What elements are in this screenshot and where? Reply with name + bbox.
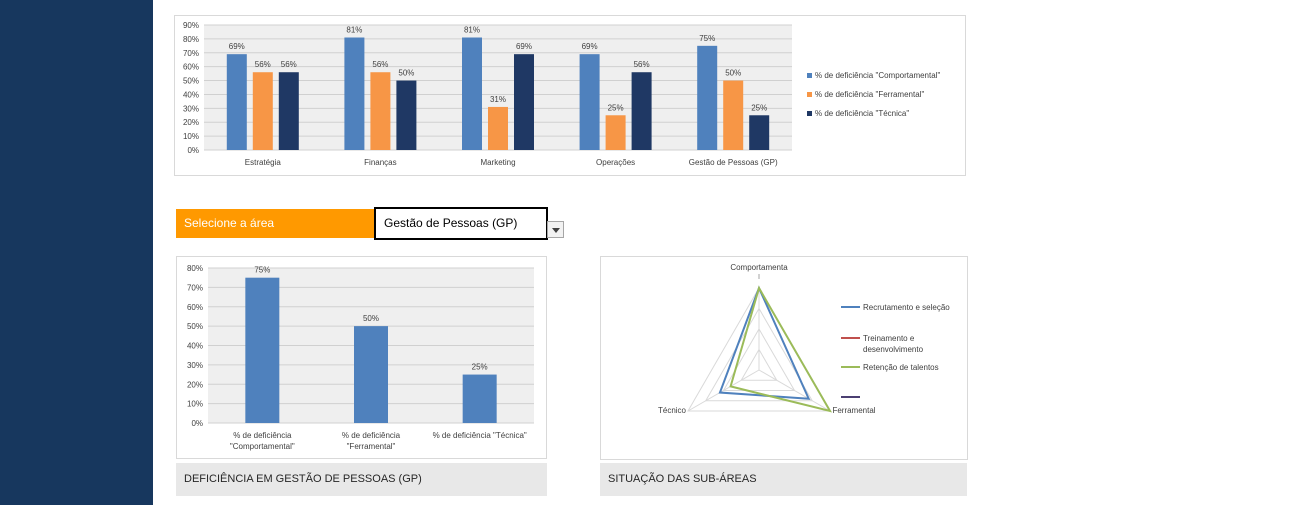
- y-tick-label: 60%: [187, 303, 203, 312]
- bar: [370, 72, 391, 150]
- y-tick-label: 0%: [187, 146, 199, 155]
- bar: [514, 54, 534, 150]
- value-label: 81%: [464, 26, 480, 35]
- legend-label: % de deficiência "Ferramental": [815, 90, 924, 99]
- chevron-down-icon: [552, 228, 560, 233]
- subarea-radar-svg: Comportamenta Ferramental Técnico Recrutame…: [658, 263, 950, 415]
- bar: [697, 45, 718, 150]
- x-tick-label: "Ferramental": [347, 442, 396, 451]
- y-tick-label: 70%: [187, 283, 203, 292]
- y-tick-label: 20%: [187, 380, 203, 389]
- value-label: 31%: [490, 95, 506, 104]
- value-label: 56%: [634, 60, 650, 69]
- value-label: 69%: [516, 42, 532, 51]
- y-tick-label: 10%: [183, 132, 199, 141]
- y-tick-label: 50%: [183, 77, 199, 86]
- bar: [488, 106, 508, 150]
- y-tick-label: 30%: [183, 104, 199, 113]
- y-tick-label: 30%: [187, 361, 203, 370]
- y-tick-label: 80%: [183, 35, 199, 44]
- legend-label: % de deficiência "Técnica": [815, 109, 909, 118]
- area-comparison-chart: 0% 10% 20% 30% 40% 50% 60% 70% 80% 90% 69% 56% 56% Es…: [174, 15, 966, 176]
- bar: [605, 115, 626, 150]
- bar: [749, 115, 770, 150]
- y-tick-label: 0%: [191, 419, 203, 428]
- value-label: 50%: [398, 69, 414, 78]
- area-dropdown-button[interactable]: [547, 221, 564, 238]
- subarea-caption: SITUAÇÃO DAS SUB-ÁREAS: [600, 463, 967, 496]
- value-label: 56%: [255, 60, 271, 69]
- y-tick-label: 40%: [187, 342, 203, 351]
- radar-series-line: [718, 285, 811, 400]
- area-select-input[interactable]: Gestão de Pessoas (GP): [374, 207, 548, 240]
- bar: [462, 37, 482, 150]
- radar-grid-ring: [704, 307, 814, 402]
- value-label: 75%: [699, 34, 715, 43]
- area-deficiency-svg: 0% 10% 20% 30% 40% 50% 60% 70% 80% 75% % de defici…: [187, 264, 534, 451]
- radar-spoke: [687, 369, 760, 412]
- value-label: 56%: [281, 60, 297, 69]
- radar-spoke: [758, 369, 831, 412]
- y-tick-label: 90%: [183, 21, 199, 30]
- legend-swatch: [807, 73, 812, 78]
- bar: [354, 326, 388, 423]
- x-tick-label: "Comportamental": [230, 442, 295, 451]
- bar: [226, 54, 247, 150]
- legend-swatch: [807, 111, 812, 116]
- x-tick-label: Gestão de Pessoas (GP): [689, 158, 778, 167]
- bar: [344, 37, 365, 150]
- legend-label: % de deficiência "Comportamental": [815, 71, 940, 80]
- radar-grid-ring: [722, 327, 796, 391]
- bar: [396, 80, 417, 150]
- radar-series-line: [729, 285, 833, 413]
- value-label: 81%: [346, 26, 362, 35]
- bar: [278, 72, 299, 150]
- bar: [579, 54, 600, 150]
- area-comparison-svg: 0% 10% 20% 30% 40% 50% 60% 70% 80% 90% 69% 56% 56% Es…: [183, 21, 940, 167]
- bar: [723, 80, 744, 150]
- deficiency-caption: DEFICIÊNCIA EM GESTÃO DE PESSOAS (GP): [176, 463, 547, 496]
- y-tick-label: 70%: [183, 49, 199, 58]
- bar: [462, 374, 497, 423]
- value-label: 50%: [363, 314, 379, 323]
- x-tick-label: Marketing: [480, 158, 515, 167]
- value-label: 25%: [608, 103, 624, 112]
- subarea-radar-chart: Comportamenta Ferramental Técnico Recrutame…: [600, 256, 968, 460]
- value-label: 69%: [229, 42, 245, 51]
- x-tick-label: Finanças: [364, 158, 396, 167]
- legend-label: desenvolvimento: [863, 345, 924, 354]
- y-tick-label: 10%: [187, 400, 203, 409]
- value-label: 56%: [372, 60, 388, 69]
- value-label: 25%: [472, 363, 488, 372]
- y-tick-label: 80%: [187, 264, 203, 273]
- y-tick-label: 20%: [183, 118, 199, 127]
- bar: [631, 72, 652, 150]
- bar: [245, 277, 280, 423]
- bar: [252, 72, 273, 150]
- x-tick-label: Operações: [596, 158, 635, 167]
- area-deficiency-chart: 0% 10% 20% 30% 40% 50% 60% 70% 80% 75% % de defici…: [176, 256, 547, 459]
- y-tick-label: 50%: [187, 322, 203, 331]
- legend-swatch: [807, 92, 812, 97]
- radar-axis-label: Ferramental: [832, 406, 875, 415]
- y-tick-label: 60%: [183, 63, 199, 72]
- radar-axis-label: Técnico: [658, 406, 687, 415]
- value-label: 25%: [751, 103, 767, 112]
- area-select-label: Selecione a área: [176, 209, 375, 238]
- legend-label: Recrutamento e seleção: [863, 303, 950, 312]
- left-sidebar: [0, 0, 153, 505]
- y-tick-label: 40%: [183, 90, 199, 99]
- radar-grid-ring: [740, 348, 778, 381]
- value-label: 50%: [725, 69, 741, 78]
- value-label: 75%: [254, 266, 270, 275]
- x-tick-label: % de deficiência "Técnica": [433, 431, 527, 440]
- x-tick-label: % de deficiência: [233, 431, 292, 440]
- legend-label: Treinamento e: [863, 334, 915, 343]
- legend-label: Retenção de talentos: [863, 363, 939, 372]
- x-tick-label: % de deficiência: [342, 431, 401, 440]
- radar-axis-label: Comportamenta: [730, 263, 788, 272]
- x-tick-label: Estratégia: [245, 158, 282, 167]
- value-label: 69%: [582, 42, 598, 51]
